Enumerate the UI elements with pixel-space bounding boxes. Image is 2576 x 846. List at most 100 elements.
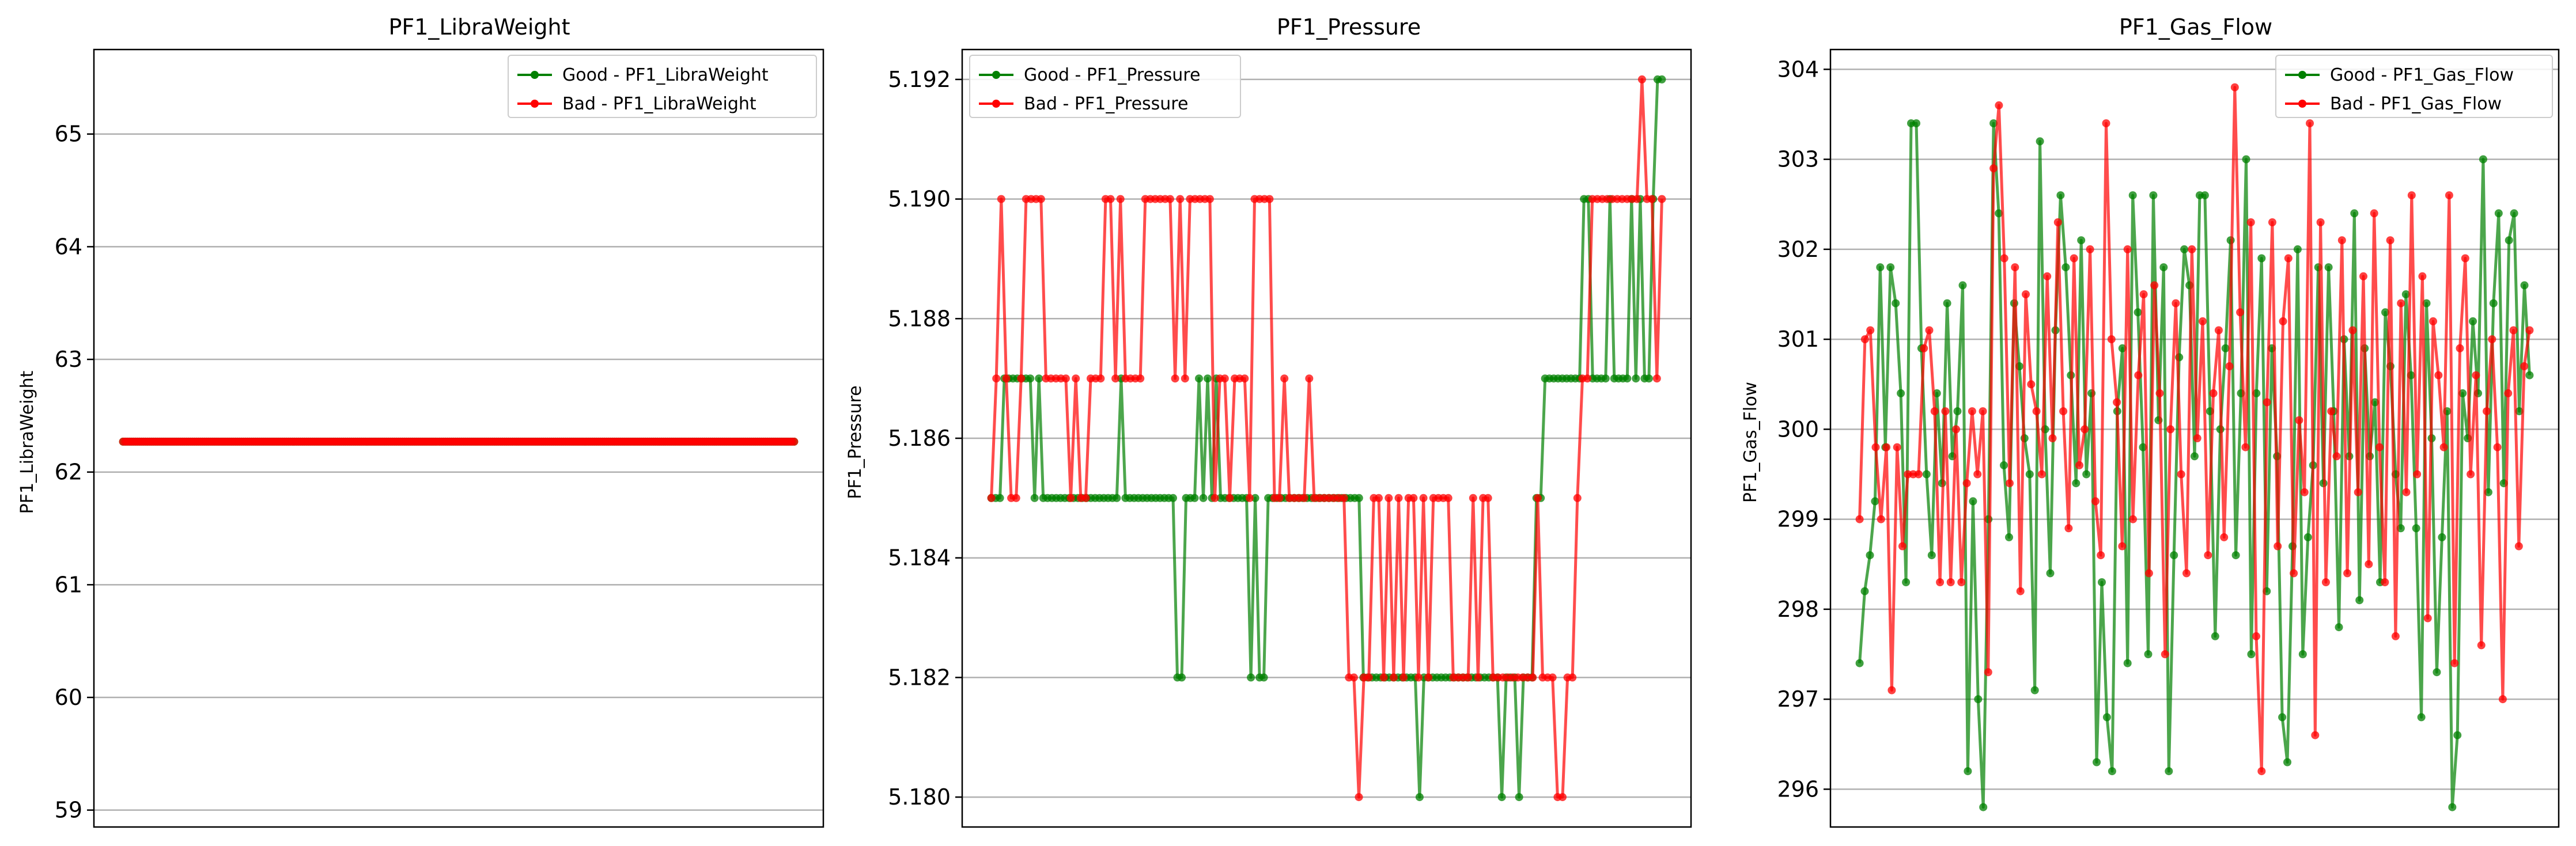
data-point bbox=[2182, 569, 2191, 578]
legend: Good - PF1_LibraWeight Bad - PF1_LibraWe… bbox=[508, 55, 817, 118]
data-point bbox=[2433, 668, 2441, 677]
data-point bbox=[2199, 317, 2207, 325]
data-point bbox=[2048, 434, 2057, 442]
data-point bbox=[2191, 452, 2199, 461]
data-point bbox=[2214, 326, 2223, 335]
grid-lines bbox=[94, 133, 823, 811]
data-point bbox=[1364, 673, 1373, 682]
data-point bbox=[2445, 191, 2453, 200]
plot-area bbox=[1855, 83, 2534, 811]
data-point bbox=[1464, 673, 1473, 682]
data-point bbox=[1893, 443, 1901, 452]
data-point bbox=[1866, 551, 1874, 560]
y-tick-label: 61 bbox=[55, 572, 82, 597]
data-point bbox=[1355, 793, 1363, 802]
data-point bbox=[1573, 494, 1582, 502]
data-point bbox=[1898, 542, 1907, 551]
data-point bbox=[1877, 515, 1885, 523]
data-point bbox=[2509, 326, 2518, 335]
data-point bbox=[2283, 758, 2291, 767]
data-point bbox=[2221, 344, 2230, 352]
data-point bbox=[2413, 470, 2422, 479]
data-point bbox=[1419, 494, 1428, 502]
data-point bbox=[2134, 371, 2143, 380]
data-point bbox=[1414, 673, 1423, 682]
data-point bbox=[1240, 374, 1249, 383]
data-point bbox=[1096, 374, 1105, 383]
data-point bbox=[1871, 443, 1880, 452]
data-point bbox=[1195, 374, 1203, 383]
data-point bbox=[1964, 767, 1972, 776]
data-point bbox=[2123, 245, 2132, 253]
legend-swatch-marker bbox=[2298, 71, 2306, 79]
data-point bbox=[790, 437, 799, 446]
data-point bbox=[2335, 623, 2343, 632]
data-point bbox=[1037, 195, 1045, 203]
data-point bbox=[2032, 407, 2041, 416]
data-point bbox=[1969, 497, 1977, 506]
data-point bbox=[2231, 551, 2240, 560]
data-point bbox=[1166, 195, 1174, 203]
data-point bbox=[2177, 470, 2185, 479]
data-point bbox=[1559, 793, 1567, 802]
data-point bbox=[1974, 695, 1983, 704]
data-point bbox=[1601, 374, 1610, 383]
series-bad bbox=[119, 437, 799, 446]
data-point bbox=[2407, 191, 2416, 200]
legend-entry-bad: Bad - PF1_Pressure bbox=[979, 94, 1188, 114]
data-point bbox=[2343, 569, 2352, 578]
y-tick-label: 5.190 bbox=[888, 187, 951, 212]
y-axis-label: PF1_LibraWeight bbox=[17, 370, 37, 514]
data-point bbox=[2025, 470, 2034, 479]
data-point bbox=[2188, 245, 2196, 253]
series-bad bbox=[1855, 83, 2534, 776]
data-point bbox=[2295, 416, 2303, 424]
data-point bbox=[1474, 673, 1482, 682]
data-point bbox=[2161, 650, 2169, 658]
data-point bbox=[2144, 650, 2153, 658]
data-point bbox=[1623, 374, 1632, 383]
data-point bbox=[2059, 407, 2068, 416]
data-point bbox=[1061, 374, 1070, 383]
data-point bbox=[1941, 407, 1950, 416]
data-point bbox=[996, 494, 1004, 502]
data-point bbox=[2149, 191, 2158, 200]
data-point bbox=[2064, 524, 2073, 533]
data-point bbox=[2037, 470, 2046, 479]
data-point bbox=[1855, 515, 1864, 523]
data-point bbox=[2423, 614, 2432, 623]
data-point bbox=[1245, 494, 1254, 502]
data-point bbox=[1887, 686, 1896, 695]
data-point bbox=[1902, 578, 1911, 586]
data-point bbox=[2263, 398, 2271, 407]
data-point bbox=[1178, 673, 1186, 682]
data-point bbox=[2525, 371, 2534, 380]
data-point bbox=[2391, 632, 2400, 640]
data-point bbox=[1958, 281, 1967, 290]
data-point bbox=[1637, 75, 1646, 84]
data-point bbox=[1199, 494, 1208, 502]
data-point bbox=[1305, 374, 1314, 383]
legend-entry-bad: Bad - PF1_Gas_Flow bbox=[2285, 94, 2502, 114]
y-tick-label: 5.182 bbox=[888, 665, 951, 690]
data-point bbox=[992, 374, 1001, 383]
data-point bbox=[2332, 452, 2341, 461]
data-point bbox=[1444, 494, 1452, 502]
legend-entry-good: Good - PF1_Pressure bbox=[979, 65, 1200, 85]
data-point bbox=[1652, 374, 1661, 383]
y-tick-label: 299 bbox=[1777, 507, 1819, 532]
data-point bbox=[2200, 191, 2209, 200]
data-point bbox=[2279, 317, 2287, 325]
data-point bbox=[2129, 515, 2137, 523]
legend-box bbox=[2275, 55, 2553, 118]
data-point bbox=[2381, 308, 2389, 317]
data-point bbox=[1995, 101, 2003, 109]
data-point bbox=[2348, 326, 2357, 335]
chart-title: PF1_Gas_Flow bbox=[2119, 14, 2272, 40]
data-point bbox=[1886, 263, 1895, 272]
axes-frame bbox=[1829, 48, 2560, 828]
data-point bbox=[2139, 443, 2147, 452]
legend-swatch-marker bbox=[531, 100, 539, 108]
data-point bbox=[1113, 494, 1121, 502]
data-point bbox=[2102, 713, 2111, 722]
